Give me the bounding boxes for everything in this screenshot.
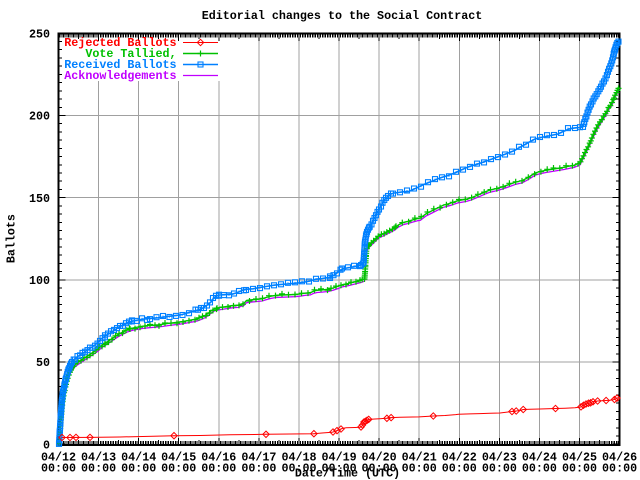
svg-text:04/16: 04/16 — [201, 451, 236, 465]
svg-text:0: 0 — [43, 438, 50, 452]
svg-text:00:00: 00:00 — [41, 462, 76, 476]
svg-text:00:00: 00:00 — [602, 462, 637, 476]
svg-text:04/22: 04/22 — [442, 451, 477, 465]
svg-text:04/17: 04/17 — [241, 451, 276, 465]
svg-text:04/14: 04/14 — [121, 451, 156, 465]
svg-text:Ballots: Ballots — [5, 214, 19, 263]
svg-text:Acknowledgements: Acknowledgements — [64, 69, 176, 83]
svg-text:00:00: 00:00 — [522, 462, 557, 476]
svg-text:04/25: 04/25 — [562, 451, 597, 465]
svg-text:00:00: 00:00 — [362, 462, 397, 476]
svg-text:04/12: 04/12 — [41, 451, 76, 465]
svg-text:250: 250 — [29, 28, 50, 42]
svg-text:04/18: 04/18 — [281, 451, 316, 465]
svg-text:50: 50 — [36, 356, 50, 370]
svg-text:04/15: 04/15 — [161, 451, 196, 465]
svg-text:200: 200 — [29, 110, 50, 124]
svg-text:00:00: 00:00 — [161, 462, 196, 476]
svg-text:Editorial changes to the Socia: Editorial changes to the Social Contract — [202, 9, 483, 23]
svg-text:00:00: 00:00 — [402, 462, 437, 476]
svg-text:Rejected Ballots: Rejected Ballots — [64, 36, 176, 50]
svg-text:04/19: 04/19 — [322, 451, 357, 465]
svg-text:Date/Time (UTC): Date/Time (UTC) — [295, 467, 400, 480]
svg-text:00:00: 00:00 — [442, 462, 477, 476]
svg-text:150: 150 — [29, 192, 50, 206]
svg-text:Vote Tallied,: Vote Tallied, — [85, 47, 176, 61]
svg-text:04/13: 04/13 — [81, 451, 116, 465]
svg-text:00:00: 00:00 — [121, 462, 156, 476]
svg-text:00:00: 00:00 — [281, 462, 316, 476]
svg-text:04/24: 04/24 — [522, 451, 557, 465]
svg-text:00:00: 00:00 — [201, 462, 236, 476]
svg-text:00:00: 00:00 — [482, 462, 517, 476]
svg-text:04/21: 04/21 — [402, 451, 437, 465]
svg-text:00:00: 00:00 — [81, 462, 116, 476]
svg-text:00:00: 00:00 — [322, 462, 357, 476]
svg-text:00:00: 00:00 — [562, 462, 597, 476]
svg-text:04/26: 04/26 — [602, 451, 637, 465]
svg-text:04/23: 04/23 — [482, 451, 517, 465]
svg-text:04/20: 04/20 — [362, 451, 397, 465]
svg-text:Received Ballots: Received Ballots — [64, 58, 176, 72]
svg-text:100: 100 — [29, 274, 50, 288]
svg-text:00:00: 00:00 — [241, 462, 276, 476]
